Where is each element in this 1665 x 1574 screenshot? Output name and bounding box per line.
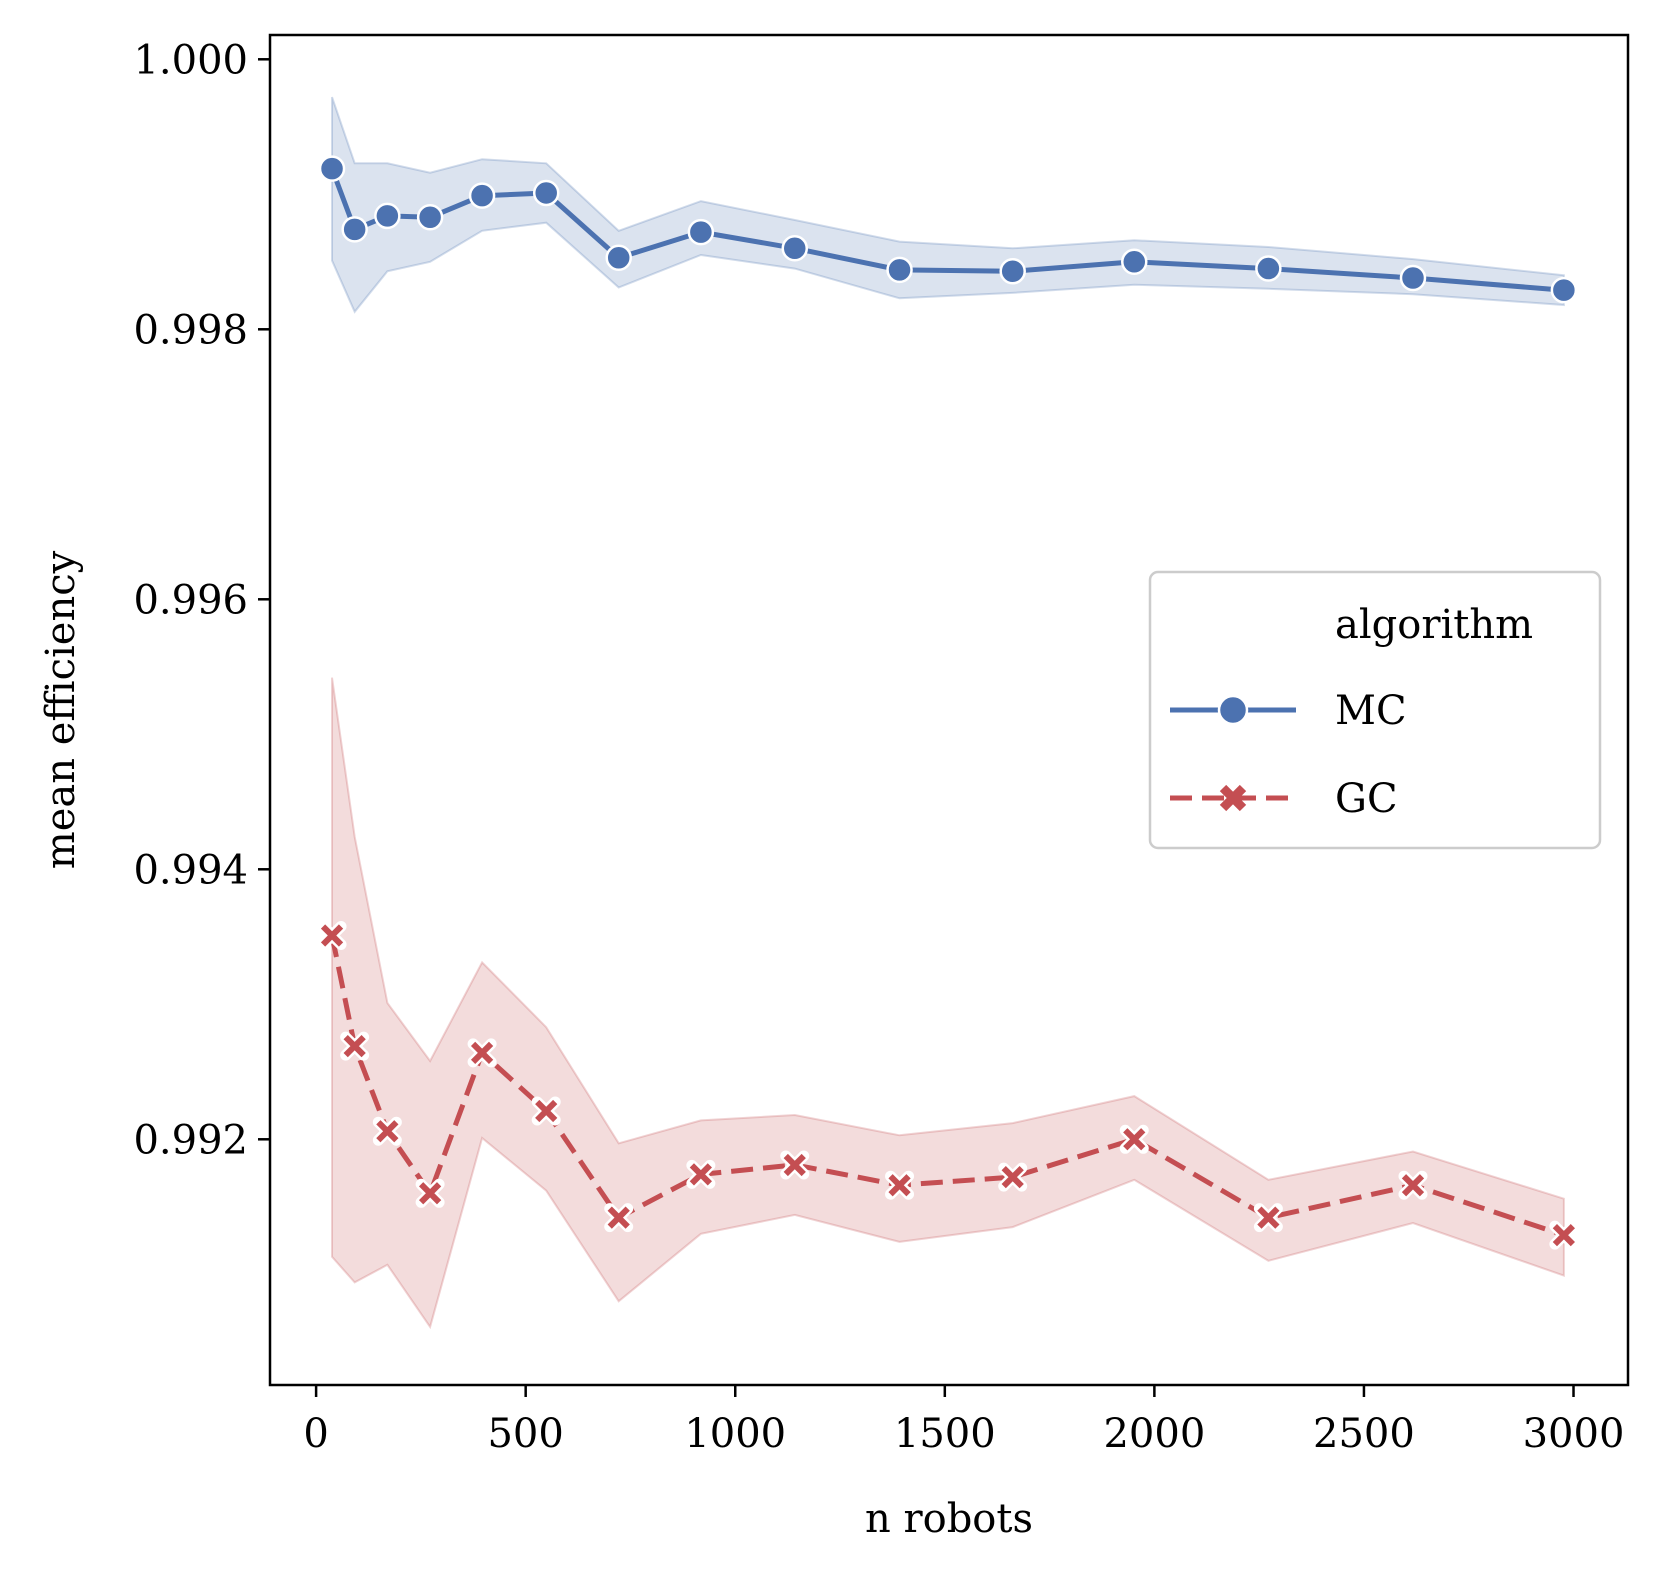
- legend: algorithm MC GC: [1148, 570, 1602, 850]
- mc-point: [532, 179, 560, 207]
- legend-marker-gc: [1219, 784, 1247, 812]
- mc-point: [318, 155, 346, 182]
- y-tick-label: 0.992: [133, 1117, 248, 1163]
- legend-label-mc: MC: [1335, 688, 1407, 734]
- gc-point: [415, 1178, 445, 1208]
- x-tick-label: 2500: [1313, 1411, 1415, 1457]
- mc-point: [999, 258, 1026, 285]
- gc-point: [885, 1170, 915, 1200]
- series-markers: [317, 155, 1579, 1250]
- gc-point: [1119, 1124, 1149, 1154]
- gc-point: [1549, 1220, 1579, 1250]
- mc-point: [605, 244, 632, 271]
- x-tick-label: 1000: [684, 1411, 786, 1457]
- mc-point: [1255, 255, 1282, 282]
- x-axis-label: n robots: [865, 1496, 1033, 1542]
- gc-point: [780, 1150, 810, 1180]
- x-tick-label: 2000: [1103, 1411, 1205, 1457]
- gc-point: [531, 1096, 561, 1126]
- legend-marker-mc: [1217, 694, 1249, 726]
- legend-title: algorithm: [1335, 602, 1533, 648]
- legend-item-gc: GC: [1170, 776, 1398, 822]
- gc-point: [686, 1159, 716, 1189]
- legend-label-gc: GC: [1335, 776, 1398, 822]
- mc-point: [886, 256, 913, 284]
- y-tick-label: 1.000: [133, 37, 248, 83]
- mc-point: [781, 235, 809, 262]
- gc-confidence-band: [331, 677, 1565, 1330]
- legend-box: [1148, 570, 1602, 850]
- plot-frame: [268, 33, 1630, 1387]
- gc-point: [1398, 1170, 1428, 1200]
- mc-point: [1399, 264, 1427, 292]
- y-tick-label: 0.996: [133, 577, 248, 623]
- x-tick-label: 3000: [1523, 1411, 1625, 1457]
- y-tick-label: 0.994: [133, 847, 248, 893]
- mc-confidence-band: [331, 96, 1565, 314]
- y-tick-label: 0.998: [133, 307, 248, 353]
- mc-point: [1121, 248, 1148, 276]
- y-axis-label: mean efficiency: [38, 550, 84, 869]
- x-tick-label: 1500: [894, 1411, 996, 1457]
- gc-point: [998, 1162, 1028, 1192]
- confidence-bands: [331, 96, 1565, 1330]
- gc-point: [340, 1031, 370, 1061]
- mc-point: [1550, 276, 1578, 304]
- gc-point: [467, 1038, 497, 1068]
- gc-point: [372, 1116, 402, 1146]
- axes: 0 500 1000 1500 2000 2500 3000 0.992 0.994 0.996 0…: [38, 33, 1630, 1542]
- gc-point: [1253, 1203, 1283, 1233]
- gc-point: [604, 1203, 634, 1233]
- legend-item-mc: MC: [1170, 688, 1407, 734]
- mc-point: [416, 204, 444, 231]
- mc-point: [468, 182, 496, 209]
- x-tick-label: 0: [303, 1411, 328, 1457]
- mc-point: [374, 202, 401, 230]
- gc-point: [317, 920, 347, 950]
- mc-point: [341, 216, 368, 243]
- mc-point: [687, 218, 715, 246]
- x-tick-label: 500: [487, 1411, 563, 1457]
